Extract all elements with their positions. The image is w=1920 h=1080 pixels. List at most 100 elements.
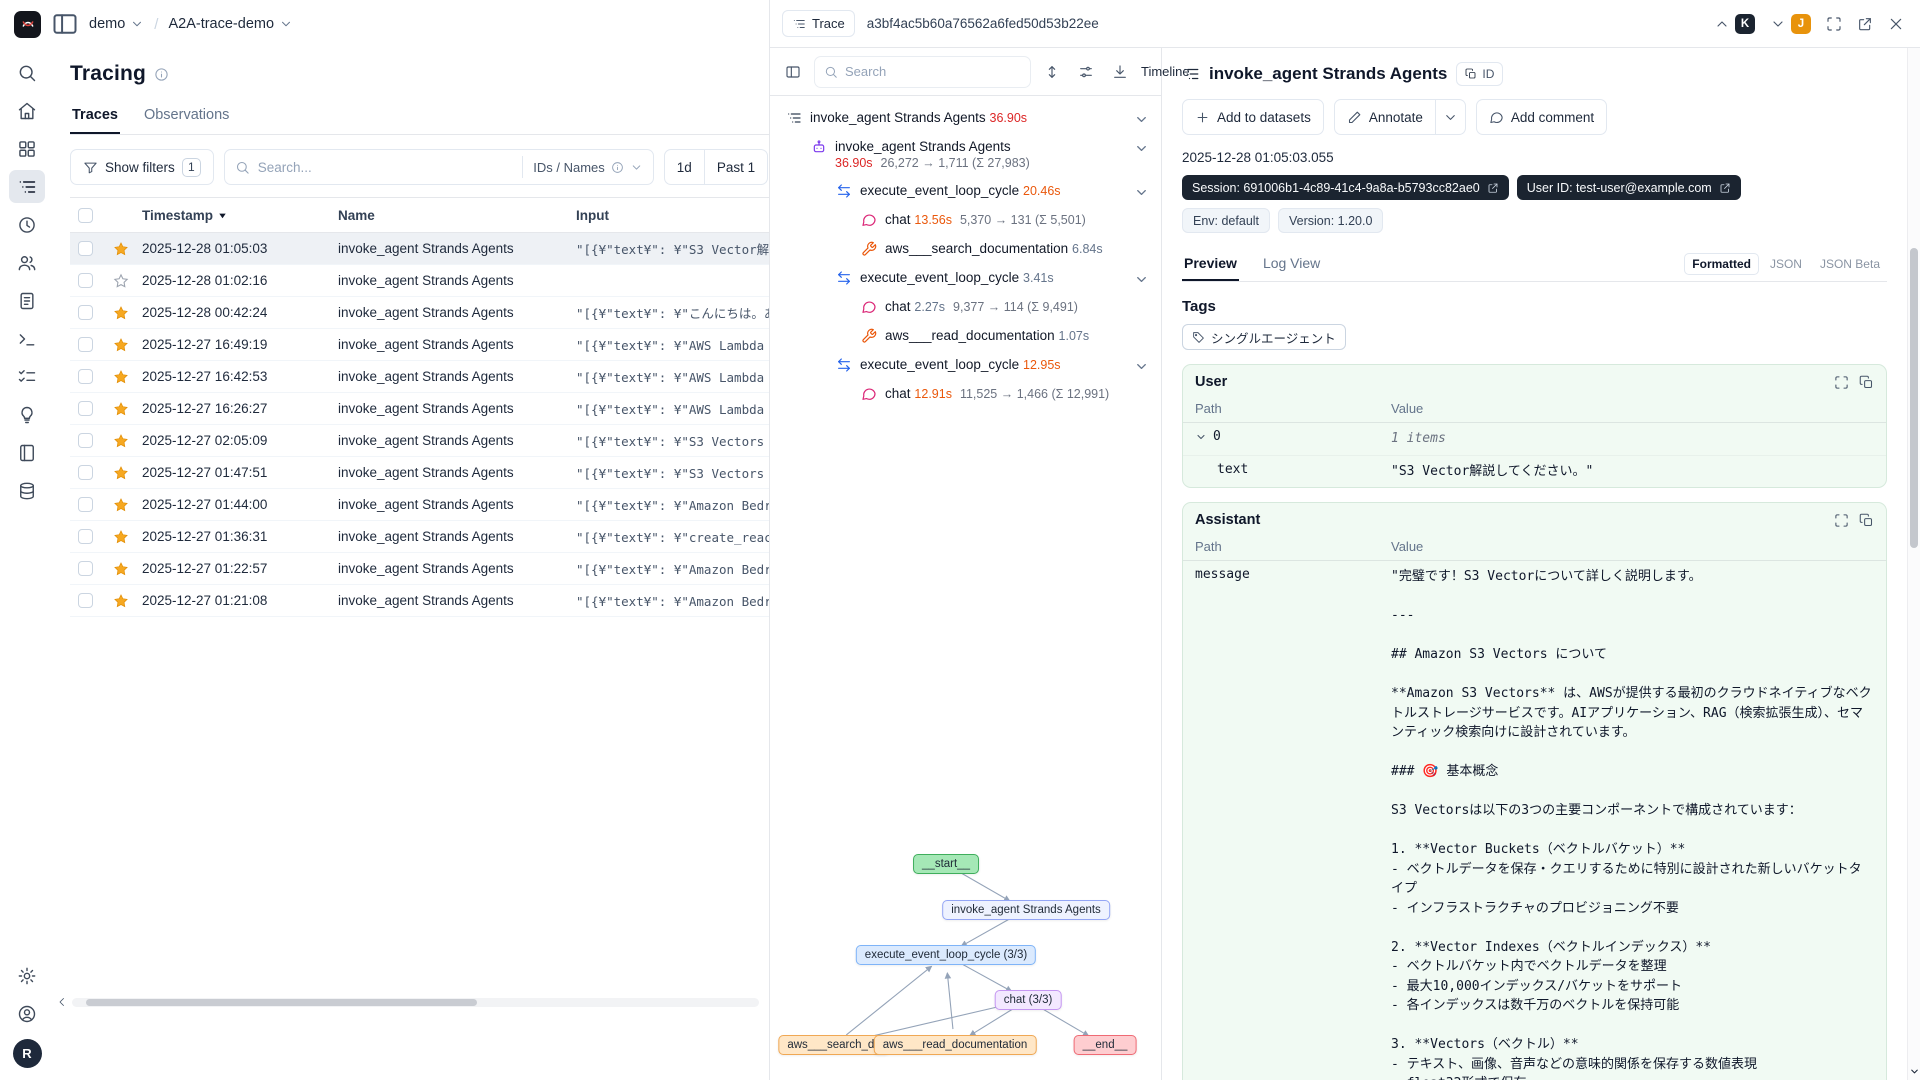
table-row[interactable]: 2025-12-27 01:36:31 invoke_agent Strands…	[70, 521, 769, 553]
graph-node[interactable]: chat (3/3)	[994, 990, 1062, 1010]
table-row[interactable]: 2025-12-27 01:21:08 invoke_agent Strands…	[70, 585, 769, 617]
format-option-formatted[interactable]: Formatted	[1684, 253, 1759, 275]
kv-row[interactable]: 0 1 items	[1183, 423, 1886, 456]
row-checkbox[interactable]	[77, 273, 93, 288]
row-checkbox[interactable]	[77, 433, 93, 448]
row-checkbox[interactable]	[77, 465, 93, 480]
row-checkbox[interactable]	[77, 497, 93, 512]
table-row[interactable]: 2025-12-28 00:42:24 invoke_agent Strands…	[70, 297, 769, 329]
span-tree-node[interactable]: invoke_agent Strands Agents 36.90s 26,272…	[776, 133, 1157, 175]
kv-row[interactable]: message "完璧です！S3 Vectorについて詳しく説明します。 ---…	[1183, 561, 1886, 1080]
table-row[interactable]: 2025-12-27 02:05:09 invoke_agent Strands…	[70, 425, 769, 457]
table-row[interactable]: 2025-12-27 16:49:19 invoke_agent Strands…	[70, 329, 769, 361]
table-row[interactable]: 2025-12-28 01:05:03 invoke_agent Strands…	[70, 233, 769, 265]
graph-node[interactable]: aws___search_do	[778, 1035, 890, 1055]
download-icon[interactable]	[1107, 59, 1133, 85]
project-switcher[interactable]: A2A-trace-demo	[168, 16, 293, 32]
timeline-toggle[interactable]: Timeline	[1141, 64, 1190, 79]
search-input[interactable]	[257, 159, 515, 175]
format-option-json-beta[interactable]: JSON Beta	[1819, 257, 1880, 271]
graph-node[interactable]: __start__	[913, 854, 979, 874]
users-icon[interactable]	[9, 246, 45, 279]
search-scope-select[interactable]: IDs / Names	[522, 156, 643, 178]
database-icon[interactable]	[9, 474, 45, 507]
scores-icon[interactable]	[9, 360, 45, 393]
span-tree-node[interactable]: chat 12.91s 11,525 → 1,466 (Σ 12,991)	[776, 380, 1157, 407]
table-row[interactable]: 2025-12-27 01:47:51 invoke_agent Strands…	[70, 457, 769, 489]
tab-preview[interactable]: Preview	[1182, 249, 1239, 281]
chevron-down-icon[interactable]	[1134, 141, 1149, 156]
table-row[interactable]: 2025-12-28 01:02:16 invoke_agent Strands…	[70, 265, 769, 297]
info-icon[interactable]	[154, 67, 169, 82]
org-switcher[interactable]: demo	[89, 16, 144, 32]
open-external-icon[interactable]	[1853, 10, 1877, 38]
graph-node[interactable]: execute_event_loop_cycle (3/3)	[855, 945, 1037, 965]
sidebar-toggle-icon[interactable]	[51, 10, 79, 38]
span-tree-node[interactable]: chat 2.27s 9,377 → 114 (Σ 9,491)	[776, 293, 1157, 320]
bookmark-star-icon[interactable]	[110, 401, 142, 417]
next-trace-button[interactable]: J	[1766, 10, 1815, 38]
bookmark-star-icon[interactable]	[110, 465, 142, 481]
bookmark-star-icon[interactable]	[110, 241, 142, 257]
copy-icon[interactable]	[1859, 375, 1874, 390]
scroll-down-icon[interactable]	[1908, 1064, 1920, 1078]
add-to-datasets-button[interactable]: Add to datasets	[1182, 99, 1324, 135]
time-range-long-button[interactable]: Past 1	[704, 149, 769, 185]
dashboards-icon[interactable]	[9, 132, 45, 165]
horizontal-scrollbar[interactable]	[56, 996, 759, 1008]
bookmark-star-icon[interactable]	[110, 561, 142, 577]
chevron-down-icon[interactable]	[1195, 431, 1207, 443]
chevron-down-icon[interactable]	[1134, 185, 1149, 200]
bookmark-star-icon[interactable]	[110, 529, 142, 545]
column-name[interactable]: Name	[338, 207, 375, 223]
row-checkbox[interactable]	[77, 401, 93, 416]
datasets-icon[interactable]	[9, 436, 45, 469]
tracing-icon[interactable]	[9, 170, 45, 203]
app-logo[interactable]	[14, 10, 41, 38]
settings-gear-icon[interactable]	[9, 959, 45, 992]
column-timestamp[interactable]: Timestamp	[142, 208, 338, 223]
span-tree-node[interactable]: aws___read_documentation 1.07s	[776, 322, 1157, 349]
horizontal-scrollbar-track[interactable]	[72, 997, 759, 1007]
show-filters-button[interactable]: Show filters 1	[70, 149, 214, 185]
bookmark-star-icon[interactable]	[110, 305, 142, 321]
vertical-scrollbar-thumb[interactable]	[1910, 248, 1918, 548]
playground-icon[interactable]	[9, 322, 45, 355]
span-tree-node[interactable]: invoke_agent Strands Agents 36.90s	[776, 104, 1157, 131]
unfold-all-icon[interactable]	[1039, 59, 1065, 85]
home-icon[interactable]	[9, 94, 45, 127]
table-row[interactable]: 2025-12-27 16:26:27 invoke_agent Strands…	[70, 393, 769, 425]
close-icon[interactable]	[1884, 10, 1908, 38]
table-row[interactable]: 2025-12-27 16:42:53 invoke_agent Strands…	[70, 361, 769, 393]
span-tree-node[interactable]: execute_event_loop_cycle 3.41s	[776, 264, 1157, 291]
prompts-icon[interactable]	[9, 284, 45, 317]
collapse-panel-icon[interactable]	[780, 59, 806, 85]
format-option-json[interactable]: JSON	[1769, 257, 1802, 271]
annotate-dropdown-button[interactable]	[1435, 99, 1466, 135]
row-checkbox[interactable]	[77, 529, 93, 544]
bookmark-star-icon[interactable]	[110, 497, 142, 513]
bookmark-star-icon[interactable]	[110, 337, 142, 353]
span-tree-node[interactable]: aws___search_documentation 6.84s	[776, 235, 1157, 262]
row-checkbox[interactable]	[77, 369, 93, 384]
user-id-badge[interactable]: User ID: test-user@example.com	[1516, 175, 1741, 200]
session-badge[interactable]: Session: 691006b1-4c89-41c4-9a8a-b5793cc…	[1182, 175, 1509, 200]
tab-log-view[interactable]: Log View	[1262, 255, 1321, 271]
evaluation-icon[interactable]	[9, 398, 45, 431]
bookmark-star-icon[interactable]	[110, 273, 142, 289]
expand-icon[interactable]	[1834, 513, 1849, 528]
row-checkbox[interactable]	[77, 561, 93, 576]
horizontal-scrollbar-thumb[interactable]	[85, 998, 478, 1006]
add-comment-button[interactable]: Add comment	[1475, 99, 1608, 135]
expand-icon[interactable]	[1834, 375, 1849, 390]
span-tree-node[interactable]: chat 13.56s 5,370 → 131 (Σ 5,501)	[776, 206, 1157, 233]
copy-id-button[interactable]: ID	[1456, 62, 1504, 86]
annotate-button[interactable]: Annotate	[1333, 99, 1436, 135]
profile-icon[interactable]	[9, 997, 45, 1030]
select-all-checkbox[interactable]	[77, 207, 93, 223]
tab-traces[interactable]: Traces	[70, 100, 120, 134]
table-row[interactable]: 2025-12-27 01:44:00 invoke_agent Strands…	[70, 489, 769, 521]
row-checkbox[interactable]	[77, 241, 93, 256]
tag-chip[interactable]: シングルエージェント	[1182, 324, 1346, 350]
bookmark-star-icon[interactable]	[110, 433, 142, 449]
